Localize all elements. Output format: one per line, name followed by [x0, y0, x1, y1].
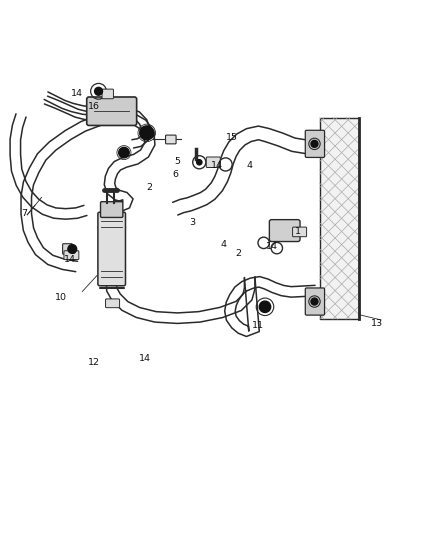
Text: 8: 8 [69, 247, 75, 256]
Bar [320, 118, 359, 319]
FancyBboxPatch shape [64, 251, 79, 260]
FancyBboxPatch shape [102, 89, 113, 99]
Text: 4: 4 [247, 161, 253, 170]
Text: 14: 14 [138, 354, 151, 363]
FancyBboxPatch shape [305, 130, 325, 157]
Text: 5: 5 [174, 157, 180, 166]
Text: 14: 14 [71, 89, 83, 98]
Text: 14: 14 [64, 255, 76, 264]
FancyBboxPatch shape [293, 227, 307, 237]
FancyBboxPatch shape [206, 157, 220, 167]
Text: 7: 7 [21, 209, 27, 219]
Text: 1: 1 [295, 227, 301, 236]
Circle shape [140, 126, 154, 140]
Text: 10: 10 [55, 293, 67, 302]
Text: 4: 4 [220, 240, 226, 249]
Text: 9: 9 [148, 131, 154, 140]
FancyBboxPatch shape [269, 220, 300, 241]
FancyBboxPatch shape [87, 97, 137, 125]
Text: 8: 8 [122, 148, 128, 157]
Text: 13: 13 [371, 319, 383, 328]
Circle shape [259, 301, 271, 312]
Text: 12: 12 [88, 358, 100, 367]
Text: 3: 3 [190, 218, 196, 227]
FancyBboxPatch shape [63, 244, 72, 254]
Text: 15: 15 [226, 133, 238, 142]
Text: 16: 16 [88, 102, 100, 111]
FancyBboxPatch shape [166, 135, 176, 144]
FancyBboxPatch shape [100, 201, 123, 217]
FancyBboxPatch shape [106, 299, 120, 308]
Text: 6: 6 [172, 170, 178, 179]
Circle shape [95, 87, 102, 95]
Text: 2: 2 [146, 183, 152, 192]
FancyBboxPatch shape [305, 288, 325, 315]
Circle shape [311, 140, 318, 147]
Circle shape [311, 298, 318, 305]
Circle shape [68, 245, 77, 253]
Circle shape [119, 147, 129, 158]
Text: 2: 2 [236, 249, 242, 258]
Circle shape [197, 159, 202, 165]
FancyBboxPatch shape [98, 212, 125, 286]
Text: 11: 11 [252, 321, 265, 330]
Text: 14: 14 [211, 161, 223, 170]
Text: 14: 14 [265, 243, 278, 251]
